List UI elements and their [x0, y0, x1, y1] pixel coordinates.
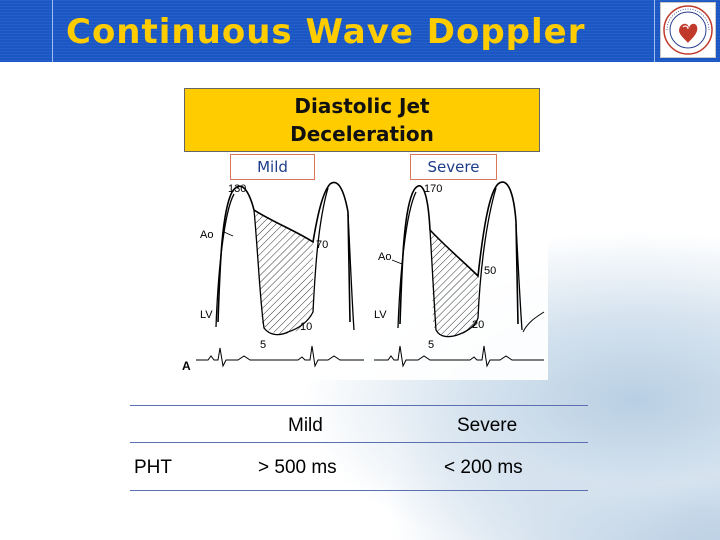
- mild-lv-label: LV: [200, 309, 213, 321]
- severe-end-label: 50: [484, 265, 496, 277]
- header-bar: Continuous Wave Doppler: [0, 0, 720, 62]
- mild-waveform: 130 Ao 70 LV 5 10: [200, 181, 355, 351]
- table-rule-bottom: [130, 490, 588, 491]
- mild-lv-end-label: 10: [300, 321, 312, 333]
- diagram-title: Diastolic Jet Deceleration: [290, 94, 434, 146]
- mild-tag: Mild: [230, 154, 315, 180]
- table-rule-top: [130, 405, 588, 406]
- mild-low-label: 5: [260, 339, 266, 351]
- slide-title: Continuous Wave Doppler: [66, 12, 586, 52]
- panel-letter-label: A: [182, 359, 191, 373]
- severe-lv-label: LV: [374, 309, 387, 321]
- mild-ao-label: Ao: [200, 229, 213, 241]
- diagram-title-box: Diastolic Jet Deceleration: [184, 88, 540, 152]
- doppler-pressure-diagram: 130 Ao 70 LV 5 10 170 Ao 50 LV 5 20 A: [178, 152, 548, 380]
- severe-ao-label: Ao: [378, 251, 391, 263]
- severe-tag: Severe: [410, 154, 497, 180]
- ecg-trace: A: [182, 345, 544, 373]
- header-stripes: [0, 0, 720, 62]
- severe-peak-label: 170: [424, 183, 442, 195]
- severe-lv-end-label: 20: [472, 319, 484, 331]
- severe-waveform: 170 Ao 50 LV 5 20: [374, 181, 545, 351]
- society-emblem-icon: [660, 2, 716, 58]
- header-divider: [52, 0, 53, 62]
- severe-low-label: 5: [428, 339, 434, 351]
- mild-end-label: 70: [316, 239, 328, 251]
- mild-peak-label: 130: [228, 183, 246, 195]
- header-divider: [654, 0, 655, 62]
- table-header-mild: Mild: [288, 415, 323, 436]
- table-header-severe: Severe: [457, 415, 518, 436]
- table-row-label: PHT: [134, 457, 172, 478]
- table-rule-header: [130, 442, 588, 443]
- table-cell-mild-value: > 500 ms: [258, 457, 337, 478]
- table-cell-severe-value: < 200 ms: [444, 457, 523, 478]
